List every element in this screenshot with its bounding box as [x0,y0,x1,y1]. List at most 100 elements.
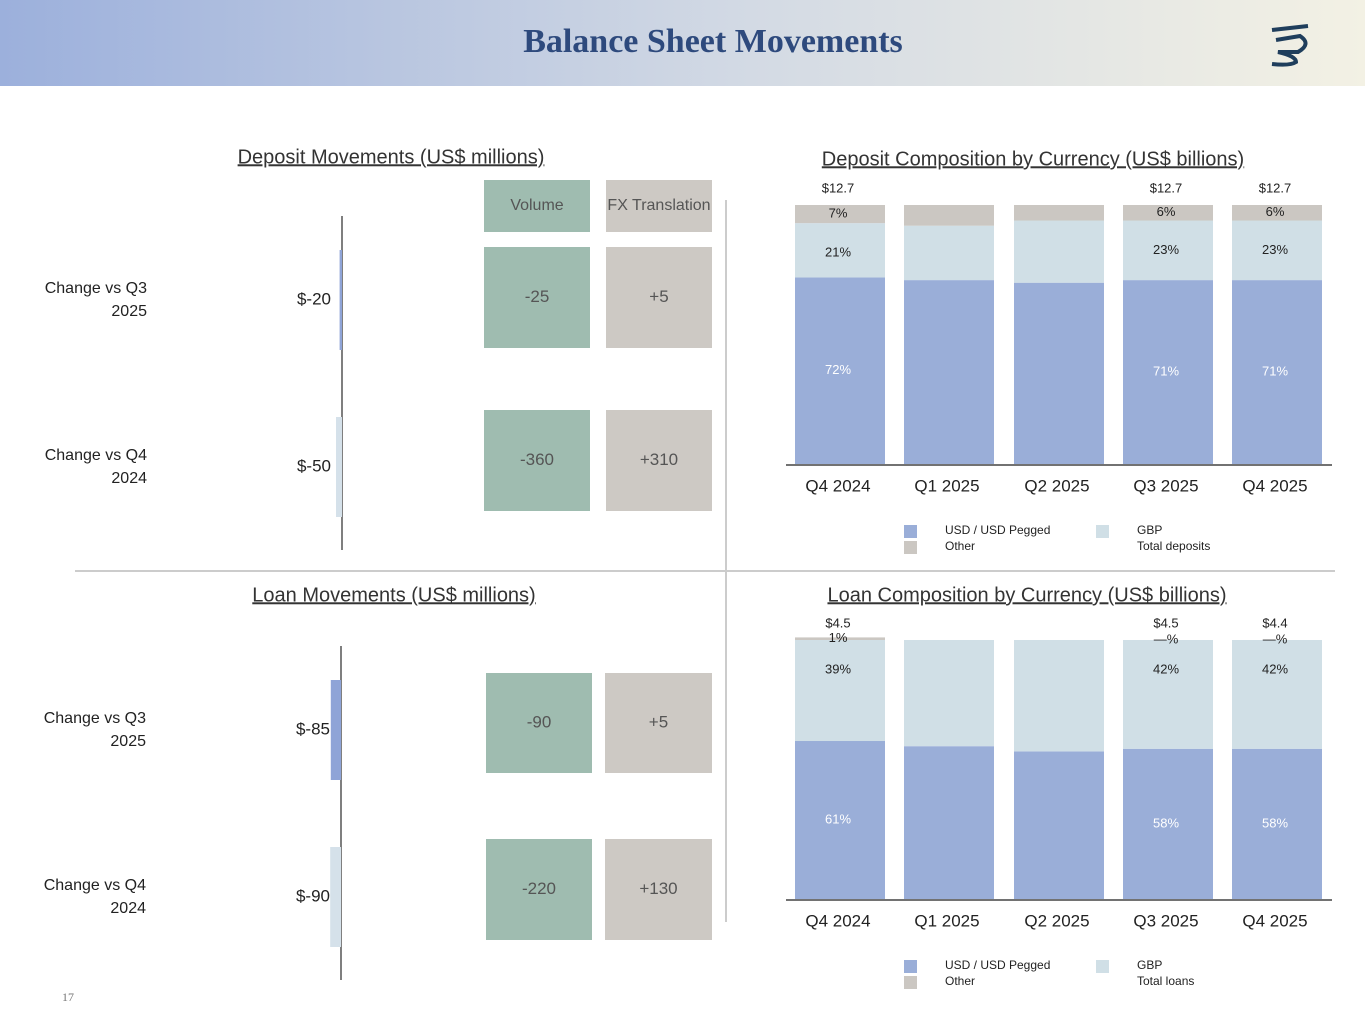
category-label: Change vs Q3 2025 [43,710,146,750]
data-label: 72% [825,362,851,377]
table-header-cell [606,180,712,232]
chart-title: Loan Composition by Currency (US$ billio… [827,584,1226,606]
legend-label: USD / USD Pegged [945,523,1050,537]
bar [330,847,341,947]
bar-segment [1123,220,1213,281]
table-cell-value: -220 [522,879,556,898]
bar-segment [795,277,885,464]
x-tick-label: Q4 2025 [1242,476,1307,495]
bar-segment [1123,280,1213,464]
table-header-label: Volume [510,197,564,214]
total-label: $12.7 [1259,180,1292,195]
chart-title: Loan Movements (US$ millions) [252,584,535,606]
bar-segment [904,640,994,747]
header-band [0,0,1365,86]
table-cell-value: +5 [649,287,668,306]
table-cell-value: +130 [639,879,677,898]
bar-segment [1014,282,1104,464]
x-tick-label: Q4 2025 [1242,911,1307,930]
data-label: 42% [1153,661,1179,676]
legend-swatch [1096,525,1109,538]
table-cell [605,839,712,940]
legend-swatch [1096,960,1109,973]
bar [339,250,342,350]
x-tick-label: Q2 2025 [1024,911,1089,930]
bar-segment [904,205,994,226]
bar-segment [1014,751,1104,899]
bar-segment [1014,640,1104,752]
total-label: $12.7 [1150,180,1183,195]
value-label: $-90 [296,886,330,905]
category-label: Change vs Q3 2025 [44,280,147,320]
chart-title: Deposit Composition by Currency (US$ bil… [822,148,1244,170]
legend-label: Total deposits [1137,539,1210,553]
legend-swatch [904,541,917,554]
table-cell [484,247,590,348]
bar [336,417,342,517]
x-tick-label: Q1 2025 [914,476,979,495]
legend-label: Other [945,974,975,988]
bar-segment [1014,220,1104,283]
x-tick-label: Q2 2025 [1024,476,1089,495]
data-label: 6% [1266,204,1285,219]
legend-label: Total loans [1137,974,1194,988]
bar-segment [795,741,885,899]
data-label: 23% [1262,242,1288,257]
table-cell [486,839,592,940]
bar-segment [1232,205,1322,221]
bar-segment [795,637,885,640]
bar-segment [904,225,994,281]
data-label: 6% [1157,204,1176,219]
bar-segment [904,280,994,464]
x-tick-label: Q3 2025 [1133,476,1198,495]
data-label: 58% [1262,815,1288,830]
legend-label: USD / USD Pegged [945,958,1050,972]
value-label: $-85 [296,719,330,738]
x-tick-label: Q3 2025 [1133,911,1198,930]
bar-segment [795,223,885,278]
table-cell [606,247,712,348]
bar-segment [1014,205,1104,221]
bar-segment [795,205,885,224]
bar-segment [1232,640,1322,749]
total-label: $4.5 [1153,615,1178,630]
legend-label: GBP [1137,958,1162,972]
data-label: 23% [1153,242,1179,257]
legend-swatch [904,960,917,973]
data-label: —% [1154,631,1179,646]
legend-swatch [904,976,917,989]
total-label: $4.5 [825,615,850,630]
table-cell [605,673,712,773]
table-cell-value: +310 [640,450,678,469]
bar-segment [1123,205,1213,221]
table-cell-value: -360 [520,450,554,469]
table-cell [606,410,712,511]
page-title: Balance Sheet Movements [523,23,903,60]
value-label: $-50 [297,456,331,475]
data-label: 1% [829,630,848,645]
table-cell-value: -90 [527,712,552,731]
bar-segment [795,640,885,742]
bar-segment [1232,280,1322,464]
table-header-cell [484,180,590,232]
bar-segment [904,746,994,899]
x-tick-label: Q4 2024 [805,911,870,930]
data-label: 61% [825,811,851,826]
total-label: $12.7 [822,180,855,195]
category-label: Change vs Q4 2024 [44,447,147,487]
table-header: FX Translation [607,197,710,214]
table-cell [484,410,590,511]
chart-title: Deposit Movements (US$ millions) [238,146,545,168]
data-label: 71% [1153,363,1179,378]
legend-label: GBP [1137,523,1162,537]
bar-segment [1232,748,1322,899]
table-cell-value: +5 [649,712,668,731]
legend-swatch [904,525,917,538]
data-label: 21% [825,245,851,260]
data-label: —% [1263,631,1288,646]
bar-segment [1123,748,1213,899]
total-label: $4.4 [1262,615,1287,630]
table-header: Volume [510,197,564,214]
